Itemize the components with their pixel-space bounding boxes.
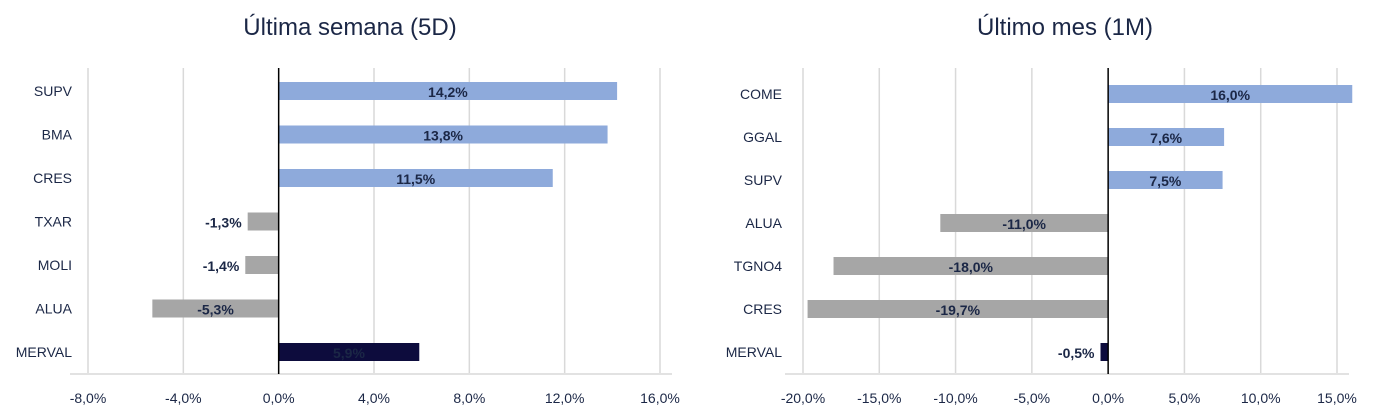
category-label-1m-0: COME (740, 86, 782, 102)
tick-label-5d-3: 4,0% (358, 390, 390, 406)
tick-label-1m-5: 5,0% (1168, 390, 1200, 406)
bar-5d-alua (152, 299, 279, 318)
bar-1m-ggal (1108, 128, 1225, 146)
tick-label-1m-7: 15,0% (1317, 390, 1357, 406)
tick-label-1m-2: -10,0% (933, 390, 977, 406)
category-label-5d-4: MOLI (38, 257, 72, 273)
category-label-1m-2: SUPV (744, 172, 783, 188)
tick-label-5d-2: 0,0% (263, 390, 295, 406)
category-label-5d-3: TXAR (35, 214, 72, 230)
data-label-5d-1: 13,8% (423, 128, 463, 144)
bar-5d-bma (278, 125, 608, 144)
data-label-5d-0: 14,2% (428, 84, 468, 100)
category-label-1m-4: TGNO4 (734, 258, 782, 274)
tick-label-1m-3: -5,0% (1014, 390, 1051, 406)
category-label-5d-1: BMA (42, 127, 73, 143)
bar-1m-come (1108, 85, 1353, 103)
chart-title-5d: Última semana (5D) (243, 14, 457, 41)
data-label-1m-3: -11,0% (1002, 216, 1046, 232)
category-label-1m-3: ALUA (745, 215, 782, 231)
chart-title-1m: Último mes (1M) (976, 14, 1153, 41)
data-label-1m-5: -19,7% (936, 302, 981, 318)
data-label-5d-5: -5,3% (197, 302, 234, 318)
bar-5d-moli (245, 256, 279, 274)
bar-5d-merval (278, 343, 420, 361)
tick-label-5d-0: -8,0% (70, 390, 107, 406)
bar-1m-merval (1100, 343, 1109, 361)
data-label-1m-2: 7,5% (1149, 173, 1181, 189)
tick-label-1m-0: -20,0% (781, 390, 825, 406)
category-label-1m-6: MERVAL (726, 344, 782, 360)
bar-5d-cres (278, 169, 553, 187)
category-label-1m-1: GGAL (743, 129, 782, 145)
data-label-5d-4: -1,4% (203, 258, 240, 274)
data-label-5d-2: 11,5% (396, 171, 435, 187)
bar-5d-txar (247, 212, 279, 231)
tick-label-1m-1: -15,0% (857, 390, 901, 406)
bar-1m-tgno4 (833, 257, 1109, 275)
data-label-5d-6: 5,9% (333, 345, 365, 361)
tick-label-5d-4: 8,0% (453, 390, 485, 406)
data-label-1m-4: -18,0% (949, 259, 994, 275)
data-label-1m-6: -0,5% (1058, 345, 1095, 361)
data-label-1m-1: 7,6% (1150, 130, 1182, 146)
category-label-5d-0: SUPV (34, 83, 73, 99)
bar-1m-supv (1108, 171, 1223, 189)
bar-1m-alua (940, 214, 1109, 232)
category-label-5d-2: CRES (33, 170, 72, 186)
bar-1m-cres (807, 300, 1109, 318)
category-label-1m-5: CRES (743, 301, 782, 317)
tick-label-5d-1: -4,0% (165, 390, 202, 406)
tick-label-1m-4: 0,0% (1092, 390, 1124, 406)
category-label-5d-5: ALUA (35, 301, 72, 317)
data-label-1m-0: 16,0% (1210, 87, 1250, 103)
tick-label-1m-6: 10,0% (1241, 390, 1281, 406)
data-label-5d-3: -1,3% (205, 215, 242, 231)
bar-5d-supv (278, 82, 618, 100)
tick-label-5d-5: 12,0% (545, 390, 585, 406)
category-label-5d-6: MERVAL (16, 344, 72, 360)
tick-label-5d-6: 16,0% (640, 390, 680, 406)
